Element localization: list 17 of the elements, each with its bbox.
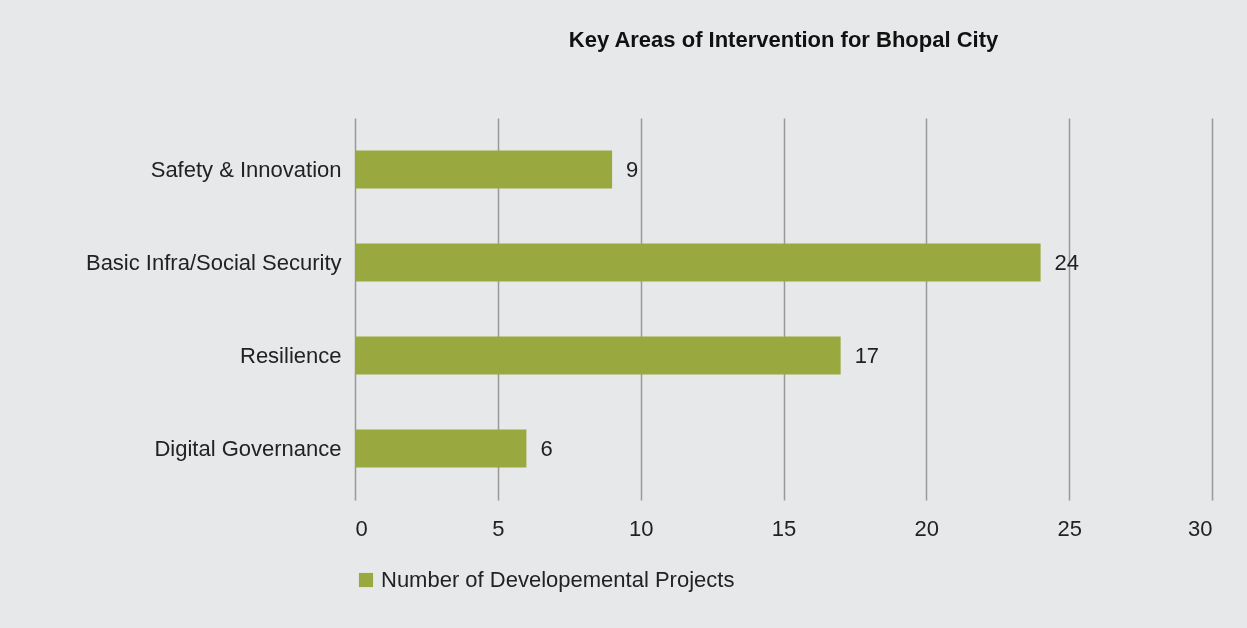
- x-tick-label: 25: [1057, 515, 1082, 541]
- y-tick-label: Basic Infra/Social Security: [85, 250, 342, 275]
- x-tick-label: 20: [914, 515, 940, 541]
- x-tick-label: 10: [628, 515, 654, 541]
- data-label: 24: [1054, 249, 1080, 275]
- legend-label: Number of Developemental Projects: [381, 567, 735, 592]
- x-tick-label: 30: [1188, 515, 1213, 541]
- chart-title: Key Areas of Intervention for Bhopal City: [568, 27, 999, 52]
- x-tick-label: 15: [771, 515, 797, 541]
- data-label: 9: [626, 156, 639, 182]
- data-label: 6: [540, 435, 553, 461]
- x-tick-label: 5: [492, 515, 505, 541]
- y-tick-label: Resilience: [240, 343, 342, 368]
- x-tick-label: 0: [355, 515, 368, 541]
- y-tick-label: Digital Governance: [154, 436, 342, 461]
- y-tick-label: Safety & Innovation: [150, 157, 342, 182]
- data-label: 17: [854, 342, 880, 368]
